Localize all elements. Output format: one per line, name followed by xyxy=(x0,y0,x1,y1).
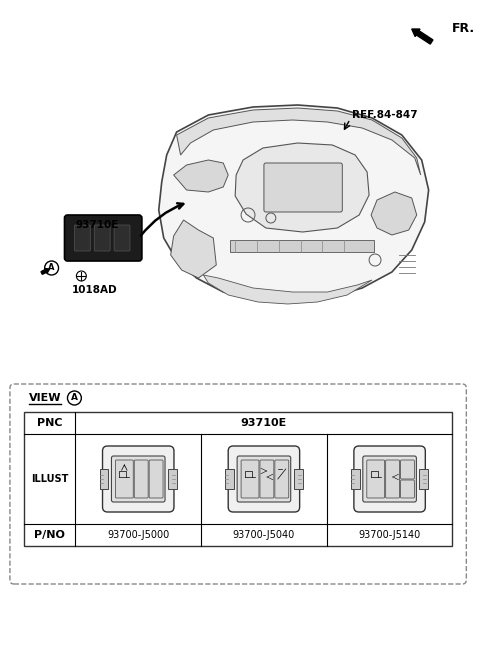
Polygon shape xyxy=(159,105,429,302)
Bar xyxy=(225,469,234,489)
Text: FR.: FR. xyxy=(452,22,475,35)
FancyBboxPatch shape xyxy=(354,446,425,512)
FancyBboxPatch shape xyxy=(367,460,384,498)
Polygon shape xyxy=(204,275,372,304)
FancyBboxPatch shape xyxy=(228,446,300,512)
FancyBboxPatch shape xyxy=(241,460,259,498)
Text: PNC: PNC xyxy=(37,418,62,428)
Bar xyxy=(168,469,177,489)
Text: 93700-J5140: 93700-J5140 xyxy=(359,530,421,540)
FancyBboxPatch shape xyxy=(363,456,416,502)
FancyArrow shape xyxy=(412,29,433,44)
FancyBboxPatch shape xyxy=(111,456,165,502)
Polygon shape xyxy=(235,143,369,232)
Polygon shape xyxy=(371,192,417,235)
Text: 93700-J5000: 93700-J5000 xyxy=(107,530,169,540)
Text: 93710E: 93710E xyxy=(241,418,287,428)
FancyBboxPatch shape xyxy=(64,215,142,261)
Text: P/NO: P/NO xyxy=(34,530,65,540)
FancyBboxPatch shape xyxy=(385,460,399,498)
Bar xyxy=(420,469,428,489)
FancyBboxPatch shape xyxy=(115,460,133,498)
FancyBboxPatch shape xyxy=(134,460,148,498)
Text: REF.84-847: REF.84-847 xyxy=(352,110,418,120)
Bar xyxy=(351,469,360,489)
Bar xyxy=(99,469,108,489)
FancyBboxPatch shape xyxy=(114,225,130,251)
FancyBboxPatch shape xyxy=(94,225,110,251)
FancyBboxPatch shape xyxy=(400,480,414,498)
Text: A: A xyxy=(48,264,55,272)
Text: ILLUST: ILLUST xyxy=(31,474,68,484)
Bar xyxy=(230,240,374,252)
FancyBboxPatch shape xyxy=(260,460,274,498)
FancyBboxPatch shape xyxy=(103,446,174,512)
FancyBboxPatch shape xyxy=(400,460,414,479)
Polygon shape xyxy=(177,108,420,175)
FancyBboxPatch shape xyxy=(275,460,289,498)
Polygon shape xyxy=(171,220,216,278)
FancyBboxPatch shape xyxy=(149,460,163,498)
Text: 1018AD: 1018AD xyxy=(72,285,117,295)
FancyBboxPatch shape xyxy=(74,225,90,251)
FancyArrow shape xyxy=(41,268,49,274)
FancyBboxPatch shape xyxy=(10,384,467,584)
Text: VIEW: VIEW xyxy=(29,393,61,403)
Bar xyxy=(294,469,302,489)
FancyBboxPatch shape xyxy=(237,456,291,502)
FancyBboxPatch shape xyxy=(264,163,342,212)
Text: A: A xyxy=(71,394,78,403)
Text: 93710E: 93710E xyxy=(75,220,119,230)
Bar xyxy=(24,412,453,546)
Text: 93700-J5040: 93700-J5040 xyxy=(233,530,295,540)
Polygon shape xyxy=(174,160,228,192)
